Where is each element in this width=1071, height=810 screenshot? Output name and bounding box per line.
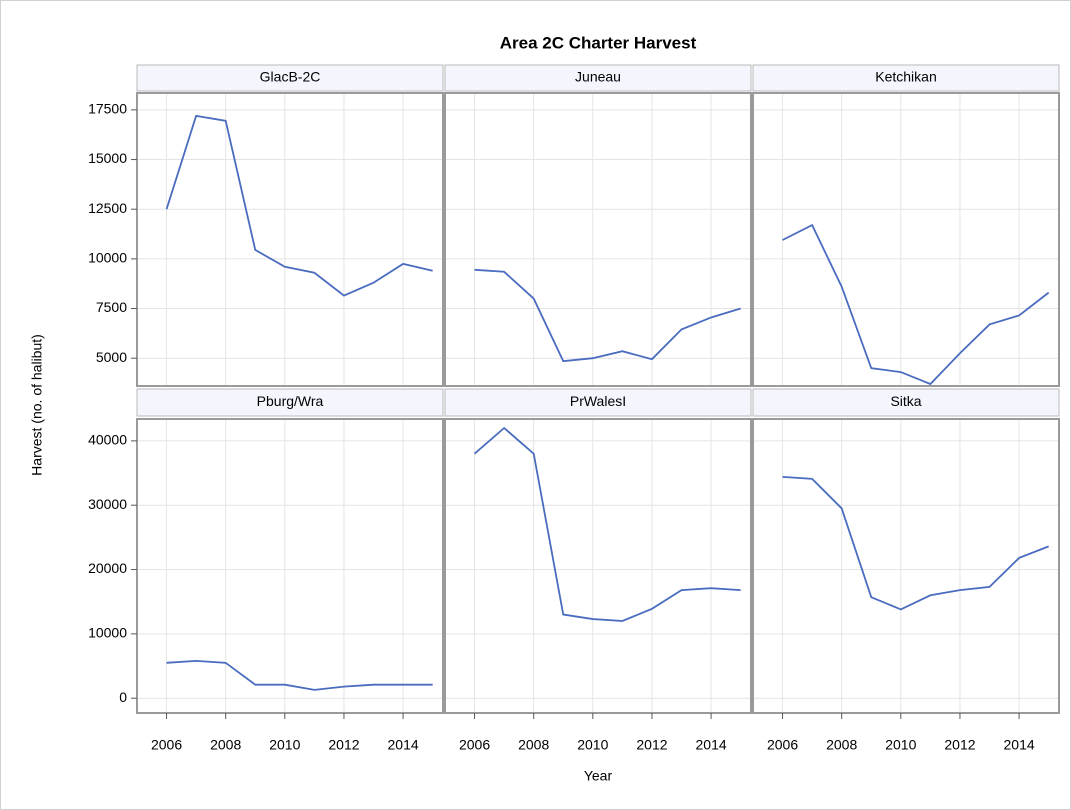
panel-title: Pburg/Wra xyxy=(257,393,324,409)
panel-title: GlacB-2C xyxy=(260,69,321,85)
x-tick-label: 2006 xyxy=(151,737,182,753)
panel-frame xyxy=(752,418,1060,714)
x-tick-label: 2010 xyxy=(577,737,608,753)
panel-strip xyxy=(136,64,444,92)
panel-strip xyxy=(752,64,1060,92)
y-tick-label: 10000 xyxy=(88,250,127,266)
y-tick-label: 40000 xyxy=(88,432,127,448)
panel-strip xyxy=(444,388,752,417)
x-tick-label: 2012 xyxy=(944,737,975,753)
x-axis-label: Year xyxy=(584,768,613,784)
chart-title: Area 2C Charter Harvest xyxy=(500,33,697,52)
y-axis-label: Harvest (no. of halibut) xyxy=(29,334,45,476)
series-line xyxy=(473,426,741,622)
x-tick-label: 2012 xyxy=(328,737,359,753)
series-line xyxy=(474,268,741,363)
y-tick-label: 10000 xyxy=(88,625,127,641)
y-tick-label: 5000 xyxy=(96,349,127,365)
x-tick-label: 2014 xyxy=(1004,737,1035,753)
panel-strip xyxy=(752,388,1060,417)
panel-title: Ketchikan xyxy=(875,69,936,85)
panel-title: Juneau xyxy=(575,69,621,85)
panel-frame xyxy=(136,418,444,714)
panel-frame xyxy=(444,418,752,714)
series-line xyxy=(165,114,433,297)
x-tick-label: 2008 xyxy=(210,737,241,753)
y-tick-label: 20000 xyxy=(88,560,127,576)
x-tick-label: 2006 xyxy=(767,737,798,753)
y-tick-label: 7500 xyxy=(96,299,127,315)
series-line xyxy=(782,476,1049,611)
y-tick-label: 17500 xyxy=(88,101,127,117)
panel-title: PrWalesI xyxy=(570,393,626,409)
series-line xyxy=(782,223,1050,386)
x-tick-label: 2008 xyxy=(826,737,857,753)
y-tick-label: 15000 xyxy=(88,150,127,166)
panel-strip xyxy=(136,388,444,417)
x-tick-label: 2008 xyxy=(518,737,549,753)
y-tick-label: 0 xyxy=(119,689,127,705)
panel-strip xyxy=(444,64,752,92)
panel-title: Sitka xyxy=(890,393,921,409)
x-tick-label: 2014 xyxy=(388,737,419,753)
x-tick-label: 2012 xyxy=(636,737,667,753)
y-tick-label: 12500 xyxy=(88,200,127,216)
panel-frame xyxy=(136,92,444,387)
x-tick-label: 2010 xyxy=(885,737,916,753)
x-tick-label: 2010 xyxy=(269,737,300,753)
panel-frame xyxy=(444,92,752,387)
x-tick-label: 2014 xyxy=(696,737,727,753)
y-tick-label: 30000 xyxy=(88,496,127,512)
panel-frame xyxy=(752,92,1060,387)
x-tick-label: 2006 xyxy=(459,737,490,753)
series-line xyxy=(166,659,433,691)
